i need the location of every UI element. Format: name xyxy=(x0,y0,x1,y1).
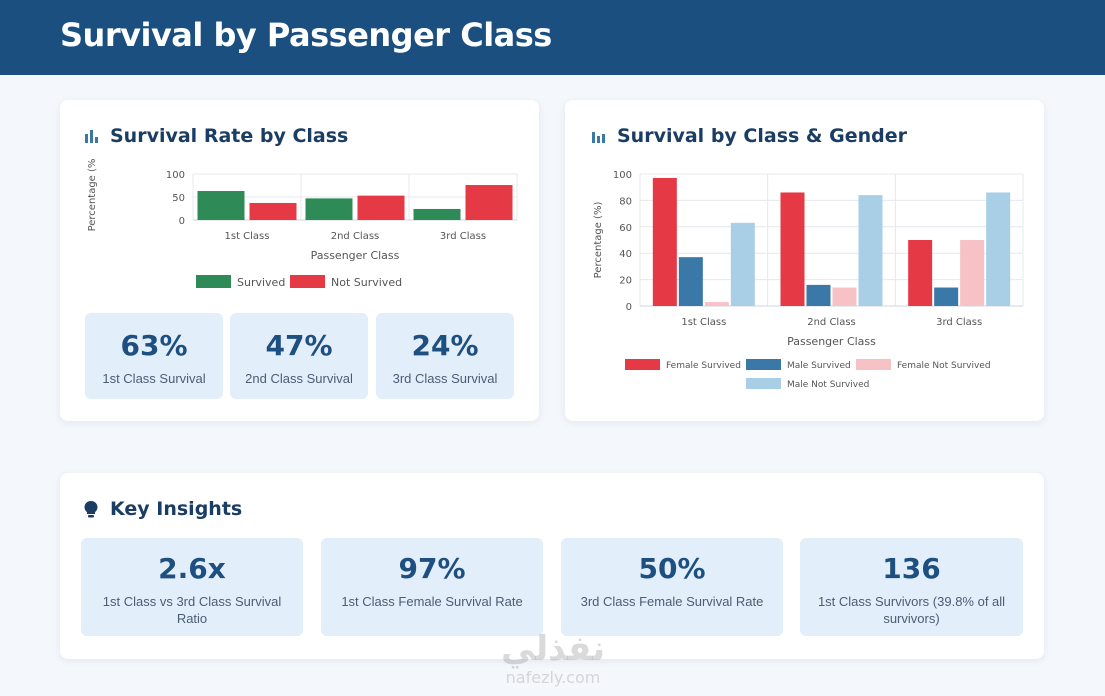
insight-value: 50% xyxy=(638,552,706,585)
legend-label: Not Survived xyxy=(331,276,402,289)
y-axis-label: Percentage (%) xyxy=(593,202,604,279)
insight-label: 1st Class vs 3rd Class Survival Ratio xyxy=(102,594,282,626)
bar xyxy=(413,208,461,220)
insight-label: 1st Class Female Survival Rate xyxy=(341,594,523,609)
x-tick-label: 3rd Class xyxy=(936,317,982,328)
key-insights-card: Key Insights 2.6x 1st Class vs 3rd Class… xyxy=(60,473,1044,659)
insight-card-3: 50% 3rd Class Female Survival Rate xyxy=(561,538,783,636)
gender-survival-title-text: Survival by Class & Gender xyxy=(617,125,907,147)
class-stat-value: 24% xyxy=(411,329,479,362)
y-tick-label: 60 xyxy=(619,223,632,234)
y-tick-label: 40 xyxy=(619,249,632,260)
bar xyxy=(780,192,805,306)
watermark-arabic: نفذلي xyxy=(500,629,606,669)
y-tick-label: 100 xyxy=(166,170,185,181)
insight-value: 2.6x xyxy=(158,552,226,585)
class-stat-value: 47% xyxy=(265,329,333,362)
insight-label: 1st Class Survivors (39.8% of all surviv… xyxy=(817,594,1006,626)
bar xyxy=(832,287,857,306)
class-stat-1: 63% 1st Class Survival xyxy=(85,313,223,399)
insight-card-4: 136 1st Class Survivors (39.8% of all su… xyxy=(800,538,1023,636)
gender-survival-chart: 0 20 40 60 80 100 1st Class 2nd Class 3rd Class P… xyxy=(593,170,1024,390)
legend-swatch xyxy=(746,359,781,370)
insight-value: 136 xyxy=(882,552,941,585)
x-axis-label: Passenger Class xyxy=(787,335,876,348)
x-axis-label: Passenger Class xyxy=(311,249,400,262)
bar xyxy=(908,240,933,306)
page-title: Survival by Passenger Class xyxy=(60,16,552,54)
key-insights-card-title: Key Insights xyxy=(84,498,242,520)
bar xyxy=(806,284,831,306)
class-stat-value: 63% xyxy=(120,329,188,362)
legend-swatch xyxy=(625,359,660,370)
legend-swatch xyxy=(290,275,325,288)
y-tick-label: 0 xyxy=(179,216,185,227)
y-tick-label: 0 xyxy=(626,302,632,313)
bar xyxy=(197,191,245,220)
x-tick-label: 1st Class xyxy=(681,317,726,328)
x-tick-label: 2nd Class xyxy=(331,231,380,242)
legend-label: Male Not Survived xyxy=(787,380,869,390)
survival-rate-title-text: Survival Rate by Class xyxy=(110,125,349,147)
page-header: Survival by Passenger Class xyxy=(0,0,1105,75)
bar xyxy=(357,195,405,220)
lightbulb-icon xyxy=(84,500,98,517)
bar xyxy=(249,202,297,220)
x-tick-label: 1st Class xyxy=(225,231,270,242)
y-tick-label: 50 xyxy=(172,193,185,204)
legend-label: Female Survived xyxy=(666,361,741,371)
bar xyxy=(465,185,513,220)
survival-rate-card: Survival Rate by Class 0 50 100 1st Class 2n… xyxy=(60,100,539,421)
bar xyxy=(934,287,959,306)
bar xyxy=(858,195,883,306)
x-tick-label: 3rd Class xyxy=(440,231,486,242)
survival-rate-card-title: Survival Rate by Class xyxy=(84,125,348,147)
insight-value: 97% xyxy=(398,552,466,585)
legend-label: Survived xyxy=(237,276,285,289)
legend-label: Male Survived xyxy=(787,361,851,371)
bar xyxy=(986,192,1011,306)
bar-chart-icon xyxy=(592,132,605,143)
legend-swatch xyxy=(196,275,231,288)
insight-label: 3rd Class Female Survival Rate xyxy=(580,594,764,609)
y-tick-label: 100 xyxy=(613,170,632,181)
class-stat-3: 24% 3rd Class Survival xyxy=(376,313,514,399)
legend-swatch xyxy=(746,378,781,389)
gender-survival-card-title: Survival by Class & Gender xyxy=(591,125,907,147)
class-stat-label: 1st Class Survival xyxy=(102,371,206,386)
insight-card-2: 97% 1st Class Female Survival Rate xyxy=(321,538,543,636)
class-stat-label: 3rd Class Survival xyxy=(392,371,498,386)
bar xyxy=(730,222,755,306)
bar xyxy=(960,240,985,306)
class-stat-label: 2nd Class Survival xyxy=(245,371,353,386)
survival-rate-chart: 0 50 100 1st Class 2nd Class 3rd Class Passeng… xyxy=(87,159,518,289)
x-tick-label: 2nd Class xyxy=(807,317,856,328)
bar xyxy=(305,198,353,220)
legend-swatch xyxy=(856,359,891,370)
gender-survival-card: Survival by Class & Gender 0 20 40 60 80 100 1… xyxy=(565,100,1044,421)
bar-chart-icon xyxy=(85,130,98,143)
bar xyxy=(704,302,729,306)
insight-card-1: 2.6x 1st Class vs 3rd Class Survival Rat… xyxy=(81,538,303,636)
bar xyxy=(678,257,703,306)
y-tick-label: 80 xyxy=(619,196,632,207)
y-tick-label: 20 xyxy=(619,276,632,287)
y-axis-label: Percentage (% xyxy=(87,159,98,232)
key-insights-title-text: Key Insights xyxy=(110,498,243,520)
legend-label: Female Not Survived xyxy=(897,361,991,371)
watermark-latin: nafezly.com xyxy=(505,668,601,687)
bar xyxy=(652,177,677,306)
class-stat-2: 47% 2nd Class Survival xyxy=(230,313,368,399)
watermark: نفذلي nafezly.com xyxy=(488,630,618,696)
